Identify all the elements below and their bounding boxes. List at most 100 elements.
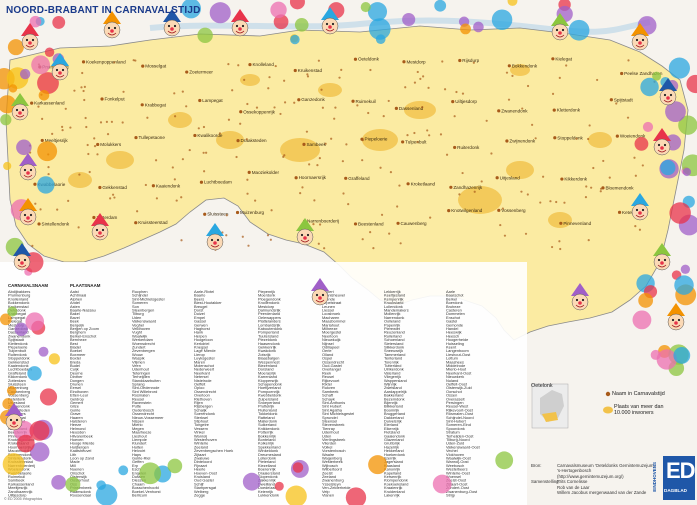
list-item: Biezenland bbox=[258, 363, 277, 368]
place-label: Bloemendonk bbox=[605, 185, 634, 190]
place-marker bbox=[445, 153, 449, 156]
place-marker bbox=[274, 64, 277, 68]
place-label: Meeltjesrijk bbox=[45, 138, 69, 143]
list-item: Goirle-Riel bbox=[132, 456, 151, 461]
list-item: Vorstenbosch bbox=[322, 448, 346, 453]
confetti-dot bbox=[686, 74, 697, 94]
list-item: Son bbox=[132, 304, 139, 309]
list-item: Pieterland bbox=[258, 459, 276, 464]
list-item: Graffeland bbox=[8, 370, 26, 375]
list-item: Sneeuwrijk bbox=[384, 348, 403, 353]
place-label: Kletterdonk bbox=[557, 108, 581, 113]
place-marker bbox=[402, 60, 406, 64]
place-label: Ossekoppenrijk bbox=[243, 109, 275, 114]
list-item: Slikkerdonk bbox=[384, 345, 404, 350]
confetti-dot bbox=[181, 0, 202, 19]
confetti-dot bbox=[402, 12, 416, 27]
confetti-dot bbox=[2, 453, 25, 476]
place-marker bbox=[225, 234, 228, 237]
confetti-dot bbox=[656, 349, 677, 370]
list-item: Doedelzak bbox=[258, 485, 276, 490]
list-item: Schijndel-Noord bbox=[446, 415, 474, 420]
list-item: Hoeven bbox=[70, 437, 83, 442]
place-label: Ganzedonk bbox=[301, 97, 325, 102]
list-item: Torenrijk bbox=[384, 359, 399, 364]
list-item: Gekkenrijk bbox=[258, 345, 276, 350]
place-marker bbox=[318, 157, 321, 160]
place-marker bbox=[301, 186, 304, 189]
place-label: Sluissteen bbox=[207, 212, 229, 217]
place-label: Kielegat bbox=[555, 56, 572, 61]
list-item: Stratum bbox=[446, 430, 460, 435]
list-item: Krabbegat bbox=[8, 311, 27, 316]
confetti-dot bbox=[16, 434, 35, 453]
place-marker bbox=[472, 61, 475, 64]
place-marker bbox=[247, 170, 251, 174]
list-item: Eindhoven bbox=[70, 389, 88, 394]
list-item: Ossen bbox=[446, 393, 457, 398]
place-marker bbox=[80, 86, 83, 89]
list-item: Sambeek bbox=[8, 478, 24, 483]
name-list: CARNAVALSNAAM PLAATSNAAM AbdijbakkersPruim… bbox=[8, 283, 481, 498]
list-item: Tokkeldonk bbox=[258, 411, 278, 416]
place-marker bbox=[283, 79, 286, 82]
list-item: Steensel bbox=[322, 419, 337, 424]
list-item: Nieuw-Vossemeer bbox=[132, 415, 164, 420]
list-item: Kruidenland bbox=[384, 489, 405, 494]
list-item: Ospel bbox=[322, 356, 332, 361]
list-item: Vierlingsbeek bbox=[322, 437, 345, 442]
place-label: Woeiendonk bbox=[620, 134, 646, 139]
jester-face-icon bbox=[21, 23, 39, 51]
list-item: Sprundel bbox=[322, 415, 338, 420]
place-marker bbox=[353, 57, 358, 61]
place-marker bbox=[316, 164, 319, 167]
list-item: Prinsenbeek bbox=[70, 485, 92, 490]
list-item: Glazenland bbox=[384, 437, 404, 442]
list-item: Eersel bbox=[70, 385, 81, 390]
list-item: Waalwijk-Oost bbox=[446, 456, 472, 461]
list-item: Lollendonk bbox=[384, 304, 403, 309]
list-item: Tulpenbult bbox=[8, 348, 27, 353]
confetti-dot bbox=[44, 47, 55, 57]
list-item: Hooge Mierde bbox=[70, 441, 94, 446]
list-item: Dorsland bbox=[258, 367, 274, 372]
place-marker bbox=[429, 216, 432, 219]
confetti-dot bbox=[634, 136, 649, 151]
confetti-dot bbox=[0, 114, 12, 126]
confetti-dot bbox=[473, 21, 484, 33]
legend-city-label-2: 10.000 inwoners bbox=[614, 410, 654, 416]
place-marker bbox=[93, 145, 97, 148]
list-item: Etten-Leur bbox=[70, 393, 89, 398]
list-item: Standdaarbuiten bbox=[132, 378, 161, 383]
list-item: Tilburg-Noord bbox=[446, 437, 470, 442]
list-item: Westerbeek bbox=[322, 459, 343, 464]
list-item: Tuutersland bbox=[258, 333, 278, 338]
list-item: Sint-Oedenrode bbox=[132, 385, 159, 390]
place-marker bbox=[305, 130, 309, 133]
place-marker bbox=[490, 152, 493, 155]
place-marker bbox=[599, 187, 603, 190]
confetti-dot bbox=[6, 385, 17, 396]
list-item: Bavel bbox=[70, 315, 80, 320]
list-item: Strijp bbox=[446, 493, 455, 498]
list-item: Muizenburg bbox=[8, 385, 28, 390]
list-item: Sint Hubert bbox=[322, 404, 342, 409]
place-marker bbox=[185, 70, 189, 74]
place-marker bbox=[372, 246, 375, 250]
place-label: Kruissteerstad bbox=[138, 220, 168, 225]
place-marker bbox=[353, 222, 358, 226]
jester-face-icon bbox=[51, 53, 69, 81]
list-item: Peerdenland bbox=[258, 311, 280, 316]
place-label: Kwalikoorde bbox=[197, 133, 222, 138]
place-marker bbox=[406, 134, 409, 137]
list-item: Kaasland bbox=[384, 463, 400, 468]
place-marker bbox=[587, 137, 590, 141]
list-item: Beek bbox=[70, 319, 79, 324]
place-marker bbox=[587, 239, 590, 242]
list-item: Spekkenland bbox=[258, 444, 281, 449]
place-marker bbox=[495, 176, 499, 180]
place-marker bbox=[550, 245, 554, 249]
confetti-dot bbox=[31, 55, 50, 75]
list-item: Lage Mierde bbox=[194, 348, 216, 353]
list-item: Valkenswaard-Oost bbox=[446, 444, 481, 449]
